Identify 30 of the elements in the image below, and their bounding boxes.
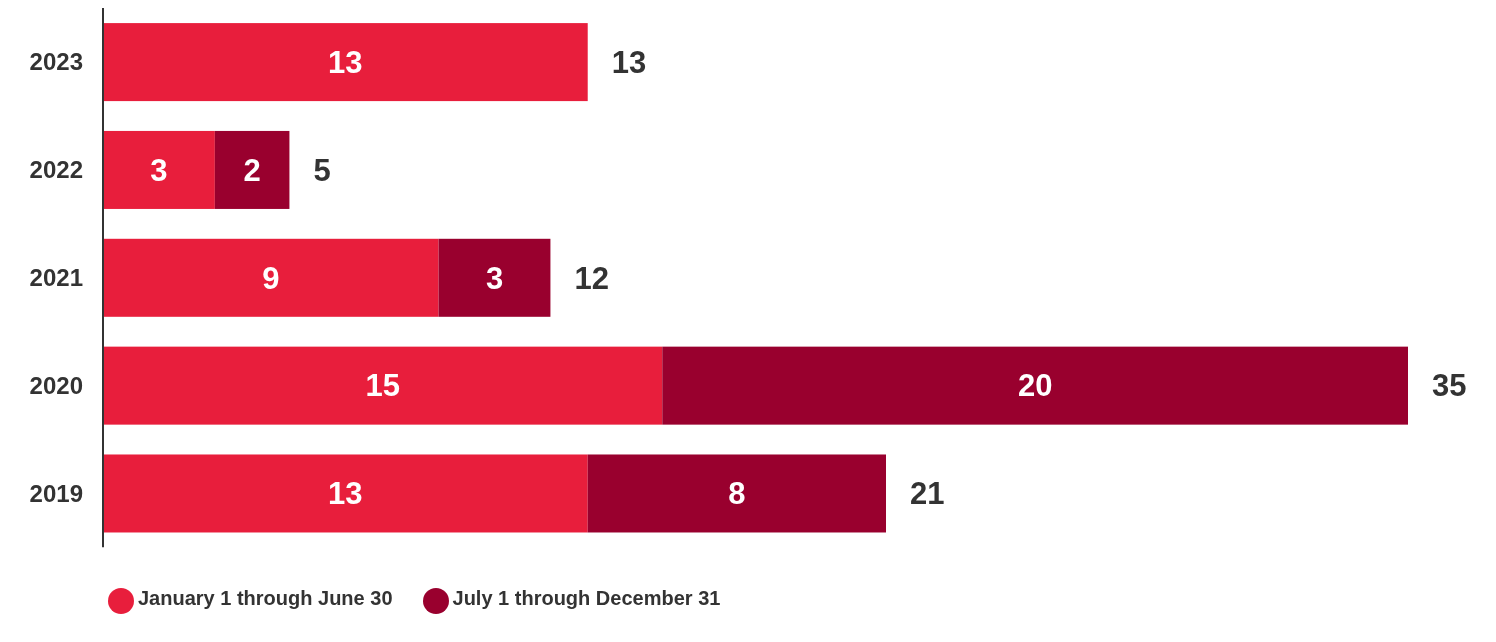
- bar: [103, 454, 588, 533]
- y-tick-label: 2023: [29, 48, 83, 76]
- data-label: 8: [728, 476, 746, 512]
- total-label: 35: [1432, 368, 1467, 404]
- data-label: 20: [1017, 368, 1053, 404]
- bar: [103, 346, 663, 425]
- total-label: 5: [313, 152, 331, 188]
- data-label: 9: [262, 260, 280, 296]
- legend-label: July 1 through December 31: [452, 587, 721, 610]
- data-label: 13: [328, 44, 363, 80]
- bar: [103, 238, 439, 317]
- bar: [662, 346, 1408, 425]
- data-label: 2: [243, 152, 261, 188]
- y-tick-label: 2022: [29, 156, 83, 184]
- bar: [438, 238, 551, 317]
- data-label: 15: [365, 368, 400, 404]
- legend-label: January 1 through June 30: [138, 587, 393, 610]
- y-tick-label: 2021: [29, 264, 83, 292]
- data-label: 3: [150, 152, 168, 188]
- y-tick-label: 2019: [29, 479, 83, 507]
- total-label: 12: [574, 260, 609, 296]
- total-label: 13: [611, 44, 647, 80]
- data-label: 13: [328, 476, 363, 512]
- data-label: 3: [485, 260, 504, 296]
- total-label: 21: [910, 476, 945, 512]
- bar: [103, 23, 588, 102]
- bar: [587, 454, 886, 533]
- bar: [103, 130, 215, 209]
- y-tick-label: 2020: [29, 371, 83, 399]
- bar: [214, 130, 290, 209]
